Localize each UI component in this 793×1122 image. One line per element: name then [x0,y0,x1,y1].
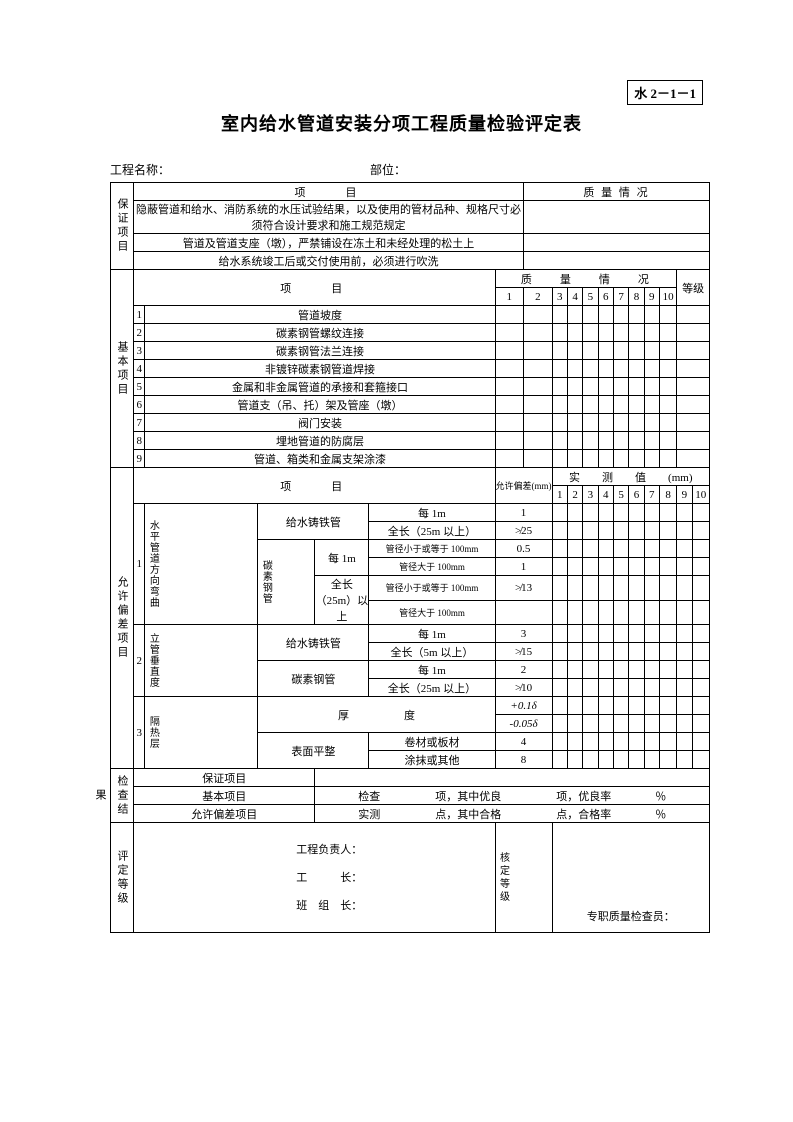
g1-side: 水平管道方向弯曲 [145,520,159,608]
g3-side: 隔热层 [145,716,159,749]
side-check: 检查结果 [111,769,133,822]
label-unit: 部位： [370,161,406,178]
sec2-c3: 3 [552,288,567,306]
sec1-hdr-item: 项 目 [134,183,524,201]
check-tolerance: 实测 点，其中合格 点，合格率 ％ [315,805,710,823]
sec2-c10: 10 [659,288,676,306]
table-row: 4非镀锌碳素钢管道焊接 [111,360,710,378]
label-project: 工程名称： [110,161,370,178]
header-line: 工程名称： 部位： [110,161,713,178]
table-row: 1管道坡度 [111,306,710,324]
check-basic: 检查 项，其中优良 项，优良率 ％ [315,787,710,805]
doc-code: 水 2－1－1 [627,80,703,105]
side-basic: 基本项目 [111,341,133,397]
side-guarantee: 保证项目 [111,198,133,254]
table-row: 9管道、箱类和金属支架涂漆 [111,450,710,468]
sec2-c9: 9 [644,288,659,306]
sec3-hdr-meas: 实 测 值 (mm) [552,468,709,486]
table-row: 3碳素钢管法兰连接 [111,342,710,360]
sec2-c4: 4 [567,288,582,306]
sec2-c5: 5 [583,288,598,306]
page-title: 室内给水管道安装分项工程质量检验评定表 [90,110,713,136]
sec2-c7: 7 [613,288,628,306]
sec1-r1: 隐蔽管道和给水、消防系统的水压试验结果，以及使用的管材品种、规格尺寸必须符合设计… [134,201,524,234]
grade-right: 专职质量检查员： [552,823,709,933]
table-row: 5金属和非金属管道的承接和套箍接口 [111,378,710,396]
sec1-hdr-qual: 质 量 情 况 [524,183,710,201]
sec2-c8: 8 [629,288,644,306]
sec3-hdr-item: 项 目 [134,468,496,504]
table-row: 2碳素钢管螺纹连接 [111,324,710,342]
grade-mid: 核定等级 [496,852,510,904]
sec2-hdr-item: 项 目 [134,270,496,306]
sec3-hdr-dev: 允许偏差(mm) [495,468,552,504]
sec1-r3: 给水系统竣工后或交付使用前，必须进行吹洗 [134,252,524,270]
table-row: 7阀门安装 [111,414,710,432]
main-table: 保证项目 项 目 质 量 情 况 隐蔽管道和给水、消防系统的水压试验结果，以及使… [110,182,710,933]
sec2-c1: 1 [495,288,524,306]
table-row: 6管道支（吊、托）架及管座（墩） [111,396,710,414]
grade-left: 工程负责人： 工 长： 班 组 长： [134,823,496,933]
g2-side: 立管垂直度 [145,633,159,688]
sec1-r2: 管道及管道支座（墩），严禁铺设在冻土和未经处理的松土上 [134,234,524,252]
table-row: 8埋地管道的防腐层 [111,432,710,450]
sec2-hdr-grade: 等级 [677,270,710,306]
sec2-c6: 6 [598,288,613,306]
sec2-c2: 2 [524,288,553,306]
sec2-hdr-qual: 质 量 情 况 [495,270,677,288]
side-grade: 评定等级 [111,850,133,906]
side-tolerance: 允许偏差项目 [111,576,133,660]
